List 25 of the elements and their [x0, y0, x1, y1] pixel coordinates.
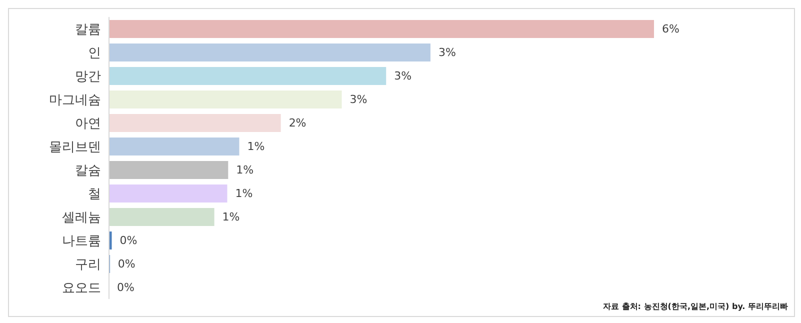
data-label: 0% [118, 258, 136, 270]
y-tick-label: 몰리브덴 [49, 140, 101, 155]
y-tick-label: 요오드 [62, 280, 101, 296]
y-tick-label: 아연 [75, 116, 101, 132]
data-label: 6% [662, 22, 680, 36]
data-label: 3% [438, 46, 456, 59]
y-tick-label: 망간 [75, 69, 101, 84]
data-label: 0% [120, 234, 138, 247]
data-label: 2% [288, 116, 306, 130]
y-tick-label: 칼륨 [75, 22, 101, 38]
y-tick-label: 칼슘 [75, 163, 101, 178]
y-tick-label: 인 [88, 46, 101, 61]
data-label: 3% [394, 70, 412, 82]
data-label: 1% [247, 140, 265, 153]
data-label: 0% [117, 281, 134, 294]
y-tick-label: 마그네슘 [49, 92, 101, 108]
data-label: 1% [235, 187, 253, 200]
data-label: 1% [222, 210, 240, 224]
text: 자료 출처: 농진청(한국,일본,미국) by. 뚜리뚜리빠 [603, 301, 788, 312]
data-label: 1% [236, 164, 254, 176]
y-tick-label: 나트륨 [62, 234, 101, 249]
y-tick-label: 셀레늄 [62, 210, 101, 226]
y-tick-label: 철 [88, 186, 101, 202]
y-tick-label: 구리 [75, 257, 101, 272]
data-label: 3% [350, 93, 368, 106]
